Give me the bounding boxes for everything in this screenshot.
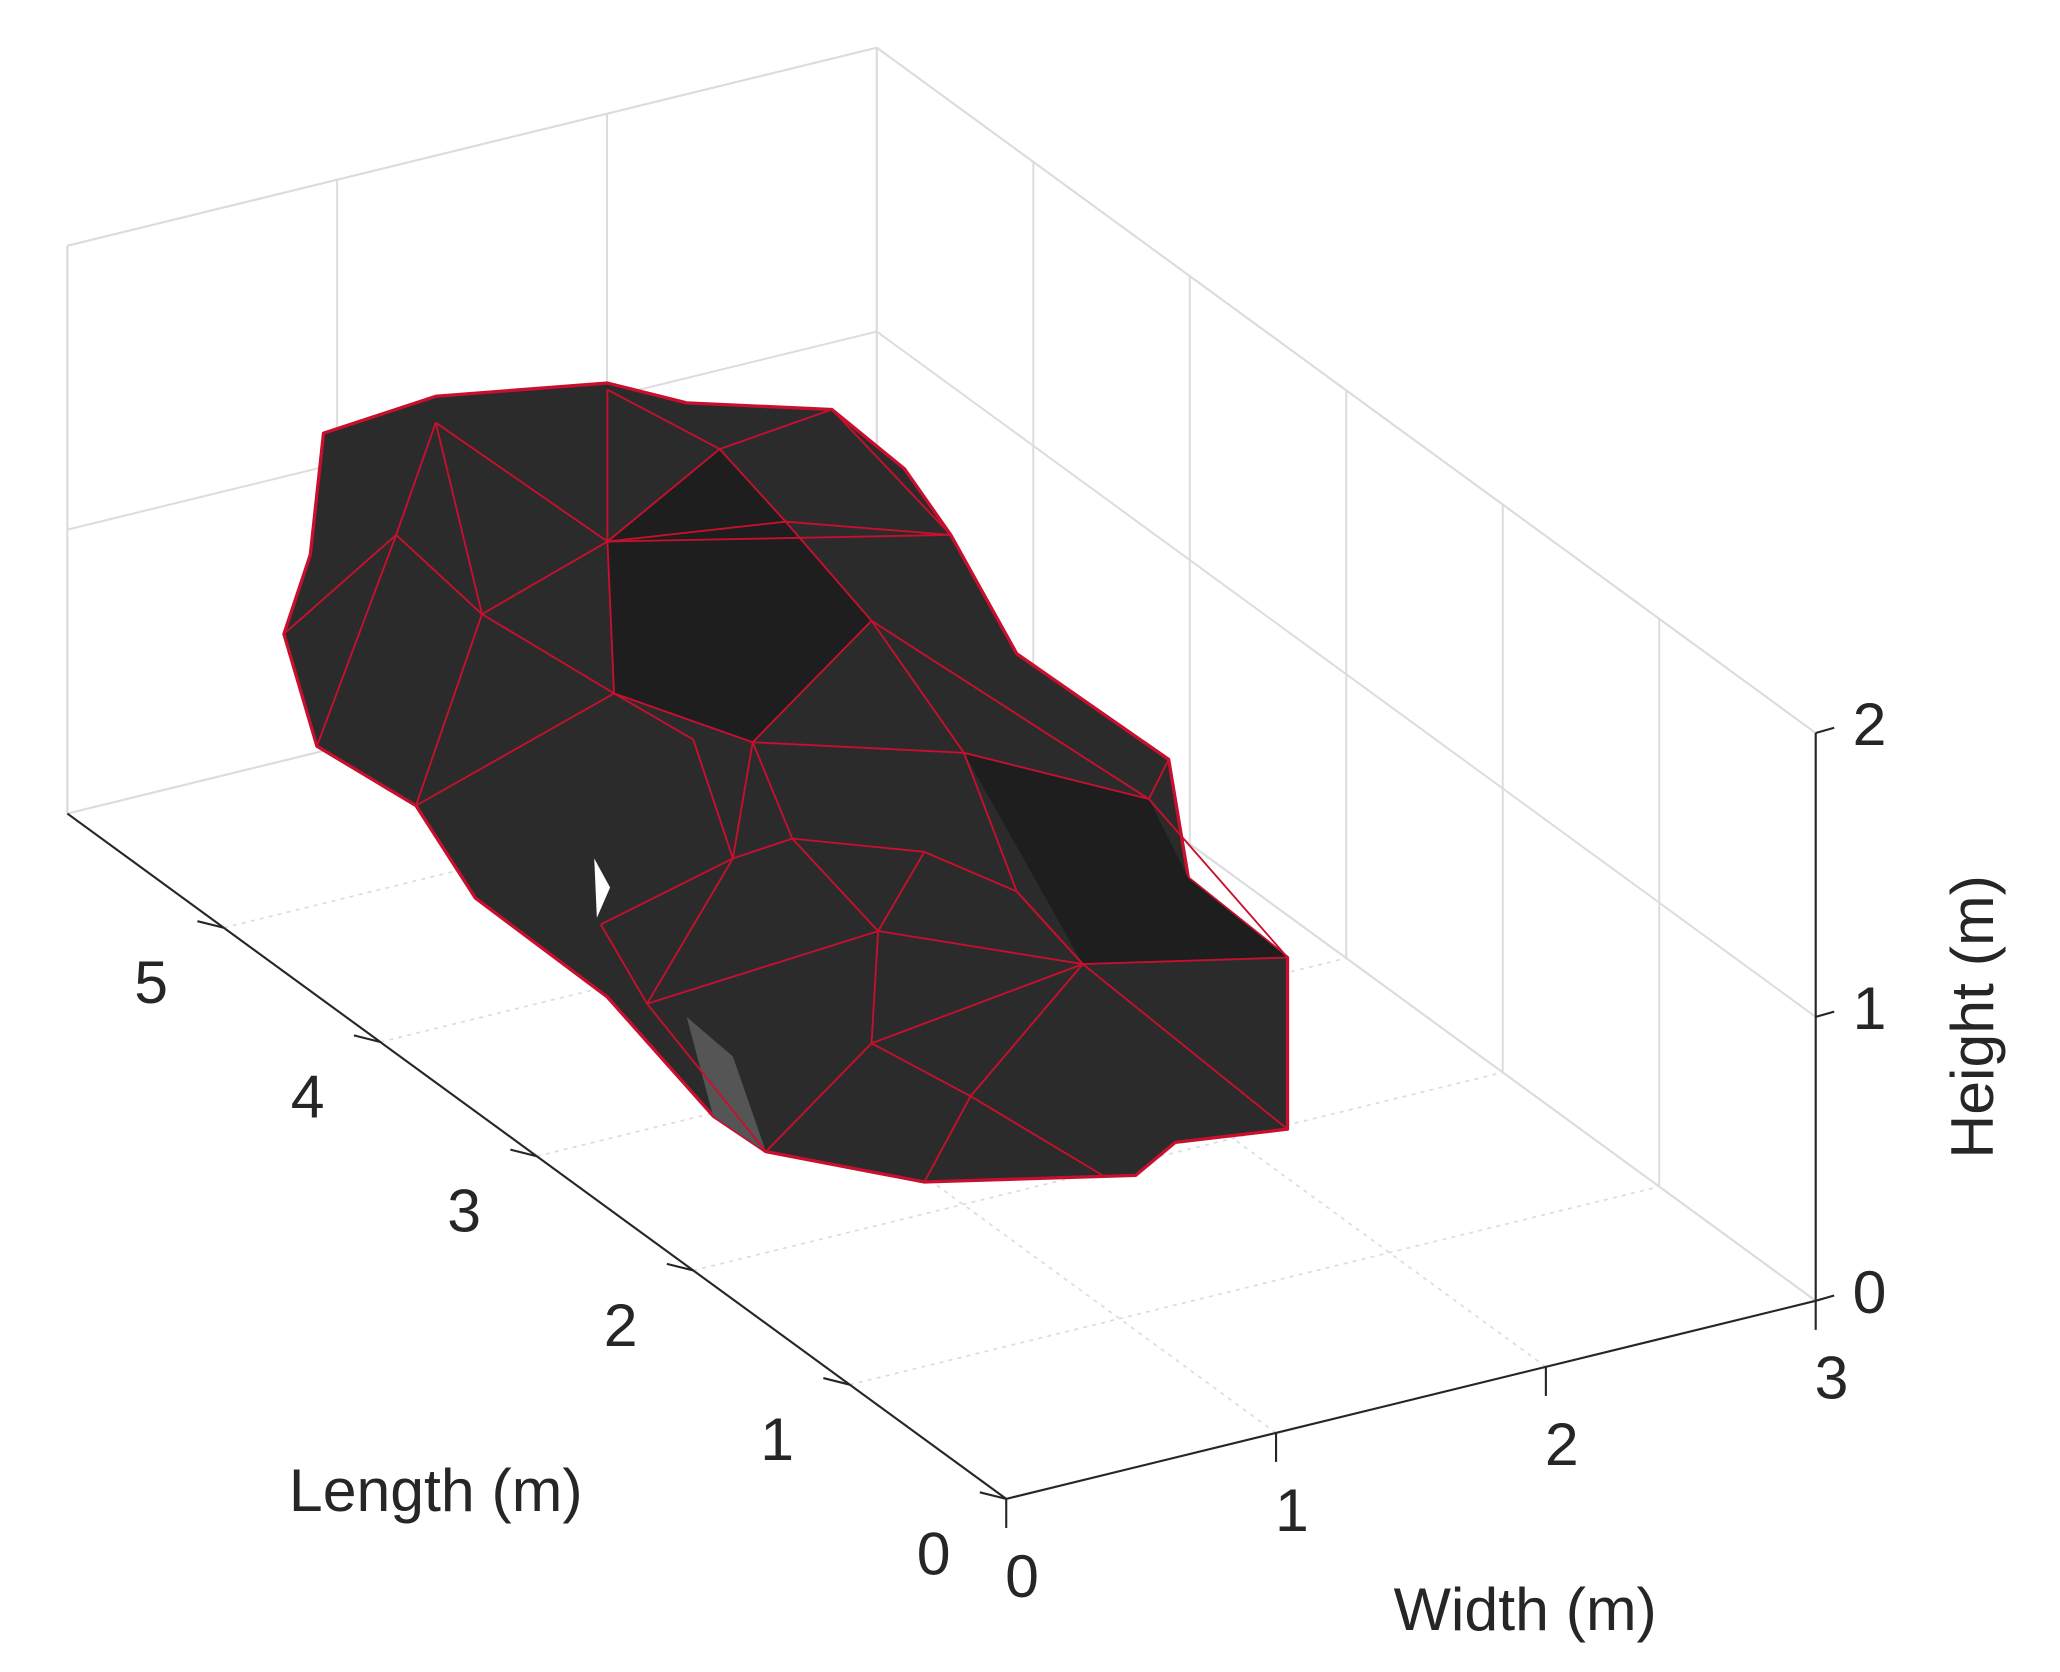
car-mesh (282, 381, 1290, 1184)
z-tick-label: 2 (1853, 690, 1887, 758)
mesh-edge (969, 963, 1084, 1097)
mesh-edge (871, 963, 1084, 1045)
mesh-shade (686, 1016, 766, 1152)
mesh-edge (607, 520, 786, 543)
mesh-edge (646, 930, 879, 1005)
mesh-edge (719, 408, 833, 450)
mesh-edge (785, 520, 951, 536)
mesh-shade (963, 752, 1288, 965)
grid-line (876, 46, 1817, 734)
mesh-edge (316, 534, 398, 747)
x-tick-label: 0 (1005, 1542, 1039, 1610)
mesh-edges (283, 388, 1289, 1183)
z-tick (1815, 1294, 1835, 1302)
mesh-edge (923, 850, 1018, 893)
mesh-edge (1148, 798, 1289, 959)
mesh-edge (718, 448, 787, 523)
mesh-edge (600, 857, 734, 926)
mesh-edge (600, 924, 648, 1005)
mesh-faces (282, 381, 1290, 1184)
mesh-edge (646, 857, 734, 1005)
y-tick-label: 4 (291, 1062, 325, 1130)
y-tick (979, 1491, 1007, 1500)
grid-line (876, 330, 1817, 1018)
grid-line (849, 1185, 1660, 1386)
mesh-edge (970, 1095, 1104, 1177)
y-tick (353, 1034, 381, 1044)
y-axis-title: Length (m) (289, 1456, 583, 1524)
mesh-edge (435, 421, 608, 543)
y-tick (510, 1148, 538, 1158)
y-tick (823, 1377, 851, 1386)
mesh-edge (1082, 963, 1289, 1130)
mesh-edge (751, 741, 794, 839)
mesh-edge (791, 838, 879, 932)
x-axis-title: Width (m) (1394, 1575, 1657, 1643)
y-tick (666, 1262, 694, 1272)
y-tick-label: 3 (447, 1177, 481, 1245)
mesh-edge (963, 752, 1018, 892)
mesh-edge (481, 540, 608, 615)
x-tick-label: 2 (1545, 1410, 1579, 1478)
mesh-edge (877, 930, 1083, 966)
mesh-edge (415, 613, 483, 806)
mesh-edge (434, 422, 483, 615)
y-tick-label: 5 (134, 948, 168, 1016)
z-tick (1815, 1010, 1835, 1018)
mesh-edge (395, 422, 437, 536)
mesh-edge (415, 692, 615, 807)
z-tick-label: 0 (1853, 1258, 1887, 1326)
mesh-edge (395, 534, 483, 615)
mesh-edge (831, 408, 952, 536)
mesh-shade (607, 449, 872, 743)
x-tick-label: 1 (1275, 1476, 1309, 1544)
mesh-edge (871, 619, 1150, 800)
mesh-edge (1148, 758, 1170, 800)
mesh-edge (613, 692, 753, 744)
x-tick-label: 3 (1815, 1344, 1849, 1412)
mesh-hole (594, 858, 611, 918)
mesh-edge (613, 692, 694, 741)
grid-line (67, 46, 878, 247)
mesh-edge (877, 851, 926, 932)
mesh-edge (752, 741, 965, 754)
mesh-edge (871, 1042, 972, 1097)
y-tick-label: 2 (604, 1291, 638, 1359)
z-axis-title: Height (m) (1938, 875, 2006, 1158)
mesh-edge (1016, 890, 1084, 965)
mesh-edge (732, 837, 793, 860)
mesh-edge (870, 931, 880, 1044)
mesh-edge (752, 620, 873, 743)
z-tick-label: 1 (1853, 974, 1887, 1042)
mesh-edge (923, 1095, 972, 1183)
mesh-edge (692, 739, 734, 859)
mesh-edge (481, 613, 615, 695)
mesh-edge (607, 533, 951, 543)
mesh-edge (765, 1042, 873, 1153)
x-axis-line (1005, 1299, 1816, 1500)
y-tick-label: 0 (917, 1519, 951, 1587)
mesh-edge (792, 837, 925, 853)
mesh-edge (870, 620, 965, 754)
mesh-edge (646, 1003, 767, 1153)
mesh-edge (606, 541, 615, 694)
y-tick-label: 1 (760, 1405, 794, 1473)
z-tick (1815, 726, 1835, 735)
mesh-edge (606, 448, 721, 543)
mesh-edge (963, 751, 1150, 800)
mesh-edge (731, 742, 754, 859)
y-tick (197, 920, 225, 929)
mesh-edge (283, 534, 397, 635)
mesh-edge (1082, 956, 1288, 966)
mesh-edge (607, 388, 721, 450)
